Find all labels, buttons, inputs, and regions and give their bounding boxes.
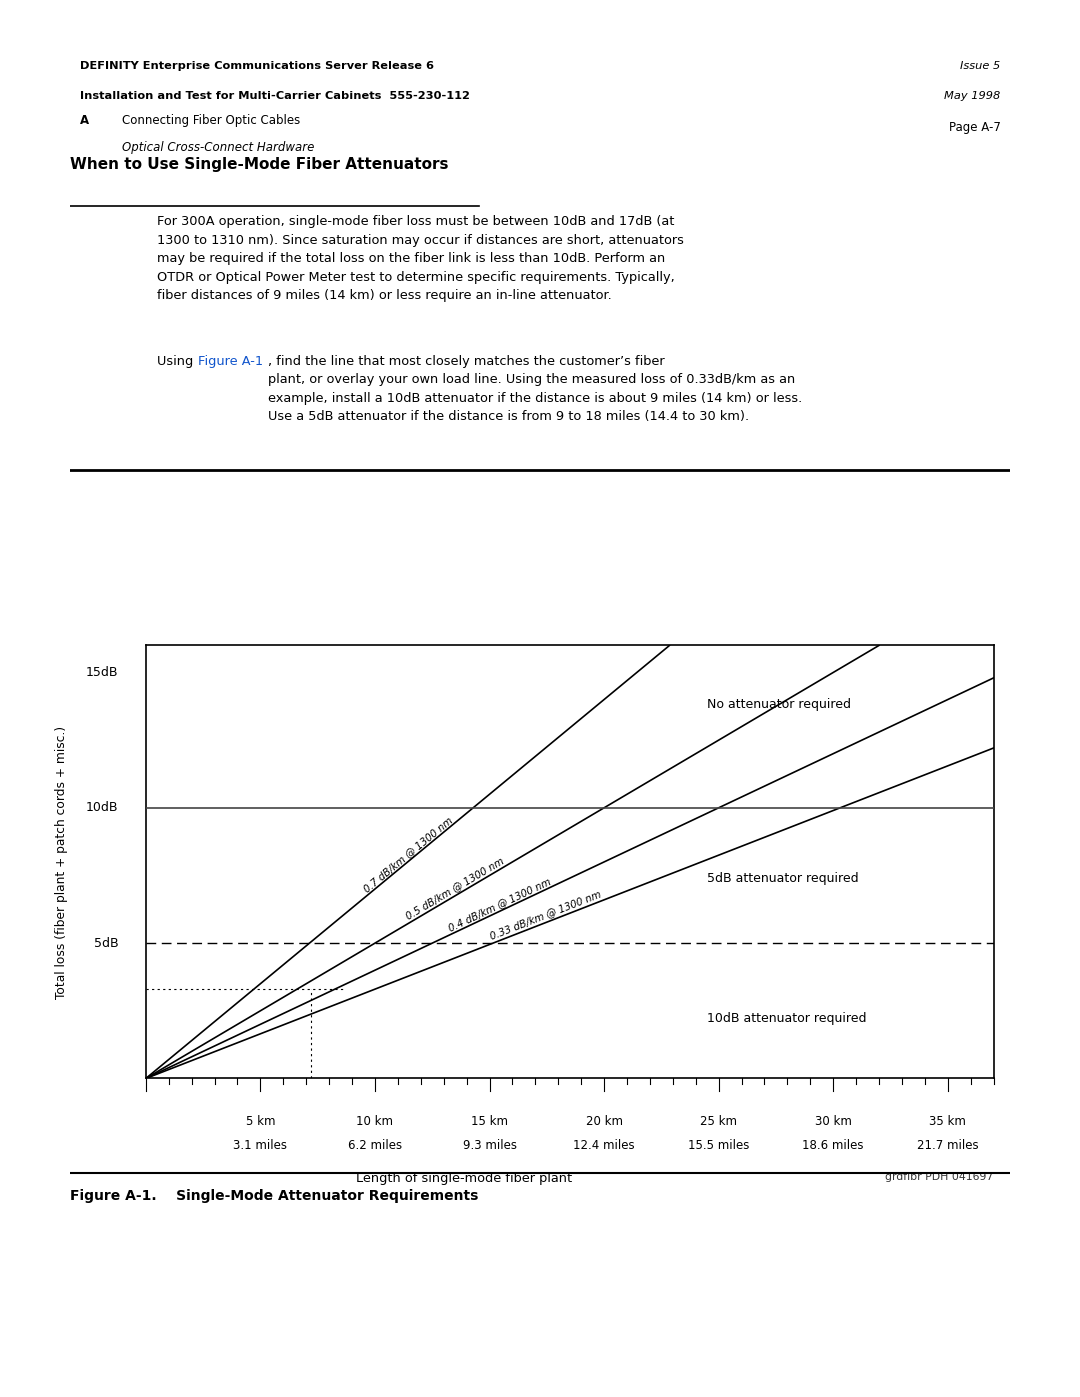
Text: Total loss (fiber plant + patch cords + misc.): Total loss (fiber plant + patch cords + … xyxy=(54,725,68,999)
Text: A: A xyxy=(80,115,89,127)
Text: Installation and Test for Multi-Carrier Cabinets  555-230-112: Installation and Test for Multi-Carrier … xyxy=(80,91,470,102)
Text: May 1998: May 1998 xyxy=(944,91,1000,102)
Text: No attenuator required: No attenuator required xyxy=(707,698,851,711)
Text: 15 km: 15 km xyxy=(471,1115,508,1127)
Text: 0.33 dB/km @ 1300 nm: 0.33 dB/km @ 1300 nm xyxy=(488,888,603,942)
Text: DEFINITY Enterprise Communications Server Release 6: DEFINITY Enterprise Communications Serve… xyxy=(80,61,433,71)
Text: Issue 5: Issue 5 xyxy=(960,61,1000,71)
Text: 21.7 miles: 21.7 miles xyxy=(917,1140,978,1153)
Text: 10 km: 10 km xyxy=(356,1115,393,1127)
Text: Using: Using xyxy=(157,355,197,367)
Text: 10dB attenuator required: 10dB attenuator required xyxy=(707,1013,866,1025)
Text: When to Use Single-Mode Fiber Attenuators: When to Use Single-Mode Fiber Attenuator… xyxy=(70,156,448,172)
Text: 15dB: 15dB xyxy=(85,666,119,679)
Text: 6.2 miles: 6.2 miles xyxy=(348,1140,402,1153)
Text: Page A-7: Page A-7 xyxy=(948,122,1000,134)
Text: 5dB: 5dB xyxy=(94,936,119,950)
Text: 10dB: 10dB xyxy=(85,802,119,814)
Text: 3.1 miles: 3.1 miles xyxy=(233,1140,287,1153)
Text: For 300A operation, single-mode fiber loss must be between 10dB and 17dB (at
130: For 300A operation, single-mode fiber lo… xyxy=(157,215,684,302)
Text: 0.4 dB/km @ 1300 nm: 0.4 dB/km @ 1300 nm xyxy=(446,876,552,933)
Text: Length of single-mode fiber plant: Length of single-mode fiber plant xyxy=(355,1172,571,1185)
Text: 30 km: 30 km xyxy=(814,1115,852,1127)
Text: 0.5 dB/km @ 1300 nm: 0.5 dB/km @ 1300 nm xyxy=(404,856,505,922)
Text: 18.6 miles: 18.6 miles xyxy=(802,1140,864,1153)
Text: 5 km: 5 km xyxy=(245,1115,275,1127)
Text: Optical Cross-Connect Hardware: Optical Cross-Connect Hardware xyxy=(122,141,314,155)
Text: 9.3 miles: 9.3 miles xyxy=(462,1140,516,1153)
Text: 15.5 miles: 15.5 miles xyxy=(688,1140,750,1153)
Text: , find the line that most closely matches the customer’s fiber
plant, or overlay: , find the line that most closely matche… xyxy=(268,355,802,423)
Text: 25 km: 25 km xyxy=(700,1115,738,1127)
Text: 0.7 dB/km @ 1300 nm: 0.7 dB/km @ 1300 nm xyxy=(362,816,455,894)
Text: 5dB attenuator required: 5dB attenuator required xyxy=(707,872,859,884)
Text: Figure A-1.    Single-Mode Attenuator Requirements: Figure A-1. Single-Mode Attenuator Requi… xyxy=(70,1189,478,1203)
Text: grdfibr PDH 041697: grdfibr PDH 041697 xyxy=(886,1172,994,1182)
Text: Connecting Fiber Optic Cables: Connecting Fiber Optic Cables xyxy=(122,115,300,127)
Text: 12.4 miles: 12.4 miles xyxy=(573,1140,635,1153)
Text: Figure A-1: Figure A-1 xyxy=(198,355,262,367)
Text: 35 km: 35 km xyxy=(929,1115,967,1127)
Text: 20 km: 20 km xyxy=(585,1115,622,1127)
